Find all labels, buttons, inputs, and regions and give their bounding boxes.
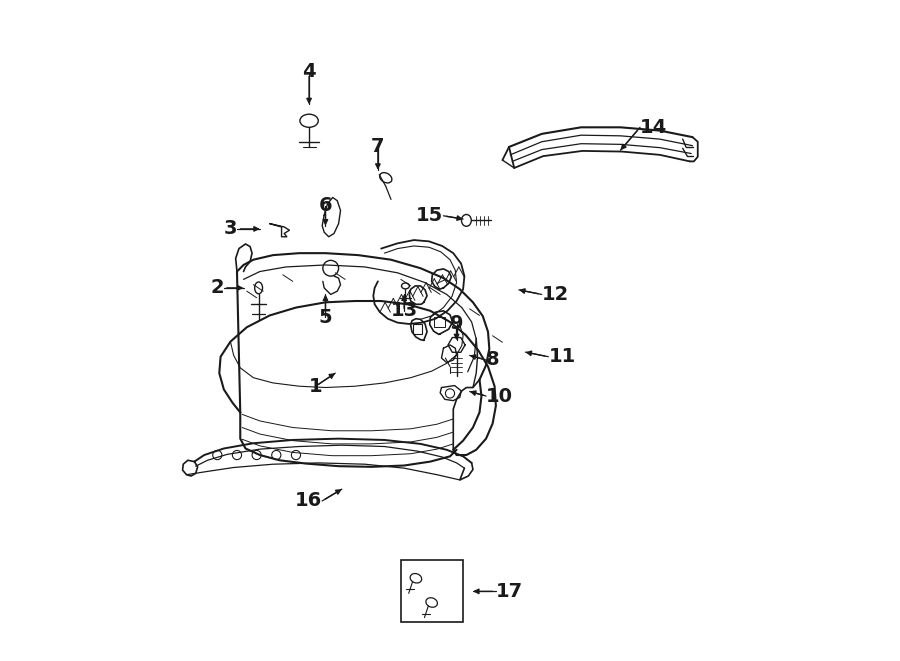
Text: 7: 7 [371,137,384,157]
FancyBboxPatch shape [434,317,446,327]
Text: 15: 15 [416,206,444,225]
Text: 2: 2 [211,278,224,297]
Text: 16: 16 [295,491,322,510]
Text: 12: 12 [542,285,569,304]
Text: 11: 11 [548,347,576,366]
Text: 3: 3 [223,219,237,239]
Text: 17: 17 [496,582,523,601]
Bar [400,560,464,622]
Text: 1: 1 [309,377,322,396]
Text: 14: 14 [640,118,667,137]
Text: 4: 4 [302,62,316,81]
Bar [412,324,422,334]
Text: 13: 13 [391,301,418,321]
Text: 6: 6 [319,196,332,215]
Text: 5: 5 [319,308,332,327]
Text: 10: 10 [486,387,513,406]
Text: 9: 9 [450,315,464,333]
Text: 8: 8 [486,350,500,369]
